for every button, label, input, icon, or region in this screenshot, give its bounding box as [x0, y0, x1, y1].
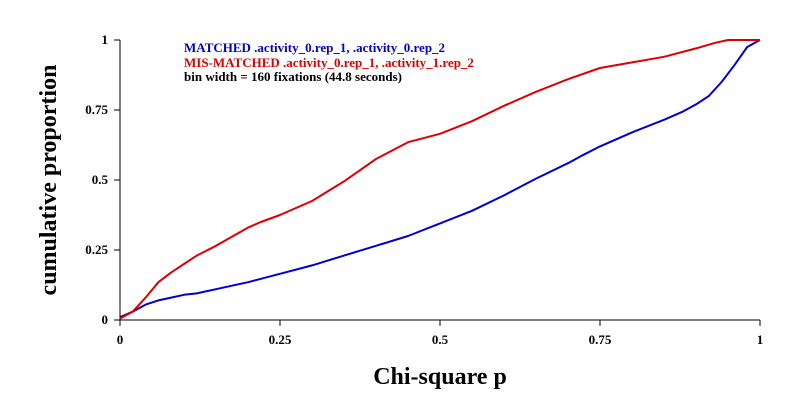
legend-entry-matched: MATCHED .activity_0.rep_1, .activity_0.r… [184, 40, 445, 55]
x-tick-label: 0 [117, 332, 124, 347]
legend: MATCHED .activity_0.rep_1, .activity_0.r… [184, 40, 474, 84]
x-tick-label: 0.75 [589, 332, 612, 347]
y-axis-title: cumulative proportion [36, 65, 62, 296]
y-tick-label: 0.5 [92, 172, 109, 187]
legend-entry-mismatched: MIS-MATCHED .activity_0.rep_1, .activity… [184, 55, 474, 70]
y-tick-label: 1 [102, 32, 109, 47]
y-ticks: 0 0.25 0.5 0.75 1 [85, 32, 120, 327]
annotation-bin-width: bin width = 160 fixations (44.8 seconds) [184, 69, 402, 84]
y-tick-label: 0.25 [85, 242, 108, 257]
y-tick-label: 0.75 [85, 102, 108, 117]
series-layer [119, 39, 761, 320]
x-tick-label: 0.25 [269, 332, 292, 347]
y-tick-label: 0 [102, 312, 109, 327]
x-tick-label: 0.5 [432, 332, 449, 347]
x-ticks: 0 0.25 0.5 0.75 1 [117, 320, 764, 347]
x-tick-label: 1 [757, 332, 764, 347]
x-axis-title: Chi-square p [373, 364, 507, 390]
series-line-mismatched [119, 39, 760, 320]
series-line-matched [119, 39, 761, 319]
